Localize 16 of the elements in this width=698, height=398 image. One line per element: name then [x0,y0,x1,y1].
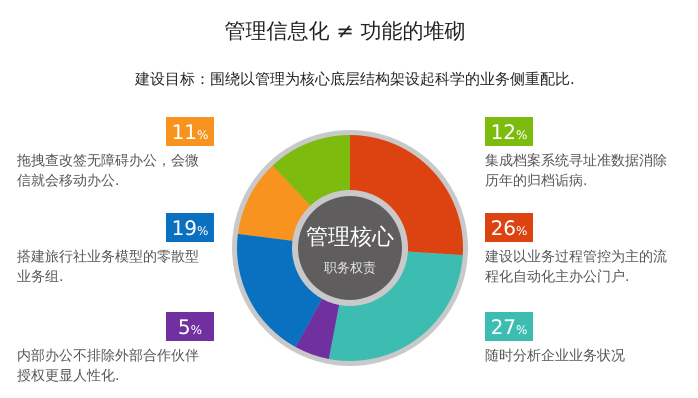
chart-subtitle: 建设目标：围绕以管理为核心底层结构架设起科学的业务侧重配比. [134,70,575,88]
text: 职务权责 [324,261,376,276]
legend-label: 随时分析企业业务状况 [485,348,625,364]
data-label: 11% [172,120,208,144]
legend-label: 搭建旅行社业务模型的零散型业务组. [17,249,199,285]
chart-title: 管理信息化 ≠ 功能的堆砌 [224,19,466,43]
data-label: 19% [172,216,208,240]
data-label: 27% [490,315,528,339]
legend-label: 拖拽查改签无障碍办公，会微信就会移动办公. [16,153,199,189]
legend-label: 集成档案系统寻址准数据消除历年的归档诟病. [485,152,667,189]
data-label: 5% [178,315,202,339]
legend-label: 内部办公不排除外部合作伙伴授权更显人性化. [17,348,199,384]
data-label: 12% [490,120,528,144]
text: 管理核心 [306,225,394,250]
legend-label: 建设以业务过程管控为主的流程化自动化主办公门户. [484,249,667,285]
data-label: 26% [490,216,528,240]
